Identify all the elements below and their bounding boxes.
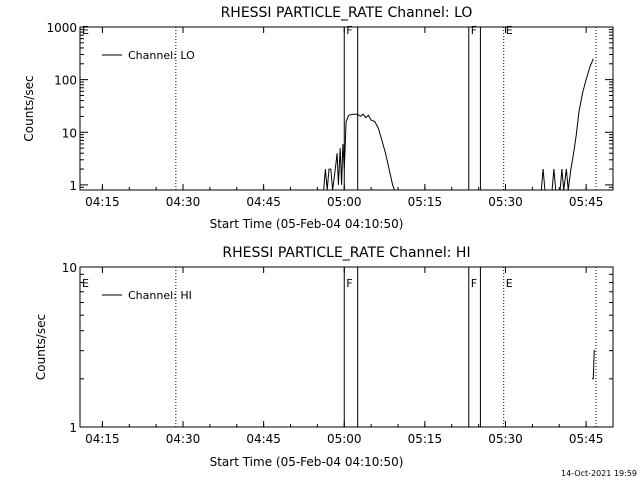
x-axis-label: Start Time (05-Feb-04 04:10:50) [210,455,404,469]
chart-title: RHESSI PARTICLE_RATE Channel: HI [222,245,470,261]
plot-frame [79,266,614,428]
series-line-0-segment-0 [323,113,395,191]
legend-entry: Channel: LO [128,49,195,62]
flag-label-0: F [346,24,352,37]
plot-frame [79,26,614,191]
legend-entry: Channel: HI [128,289,192,302]
x-tick-label-6: 05:45 [569,432,604,446]
x-axis-label: Start Time (05-Feb-04 04:10:50) [210,217,404,231]
series-line-0-segment-0 [591,350,596,380]
y-tick-label-3: 1000 [46,21,77,35]
x-tick-label-0: 04:15 [85,432,120,446]
series-line-0-segment-1 [540,58,594,191]
y-tick-label-1: 10 [62,261,77,275]
flag-label-1: F [471,24,477,37]
x-tick-label-3: 05:00 [327,195,362,209]
x-tick-label-4: 05:15 [408,432,443,446]
y-tick-label-1: 10 [62,126,77,140]
x-tick-label-4: 05:15 [408,195,443,209]
flag-label-1: F [346,277,352,290]
y-tick-label-2: 100 [54,74,77,88]
y-tick-label-0: 1 [69,421,77,435]
x-tick-label-6: 05:45 [569,195,604,209]
flag-label-3: E [82,24,89,37]
chart-title: RHESSI PARTICLE_RATE Channel: LO [221,5,473,21]
y-tick-label-0: 1 [69,179,77,193]
x-tick-label-1: 04:30 [166,432,201,446]
flag-label-0: E [82,277,89,290]
flag-label-2: F [471,277,477,290]
x-tick-label-2: 04:45 [246,432,281,446]
chart-panel-2: RHESSI PARTICLE_RATE Channel: HI E F F E 04:1… [34,245,614,469]
y-axis-label: Counts/sec [34,314,48,380]
x-tick-label-0: 04:15 [85,195,120,209]
chart-panel-1: RHESSI PARTICLE_RATE Channel: LO F F E E 04:1… [22,5,614,231]
x-tick-label-5: 05:30 [488,195,523,209]
x-tick-label-2: 04:45 [246,195,281,209]
footer-timestamp: 14-Oct-2021 19:59 [561,469,637,478]
x-tick-label-5: 05:30 [488,432,523,446]
flag-label-2: E [506,24,513,37]
y-axis-label: Counts/sec [22,75,36,141]
x-tick-label-1: 04:30 [166,195,201,209]
flag-label-3: E [506,277,513,290]
x-tick-label-3: 05:00 [327,432,362,446]
